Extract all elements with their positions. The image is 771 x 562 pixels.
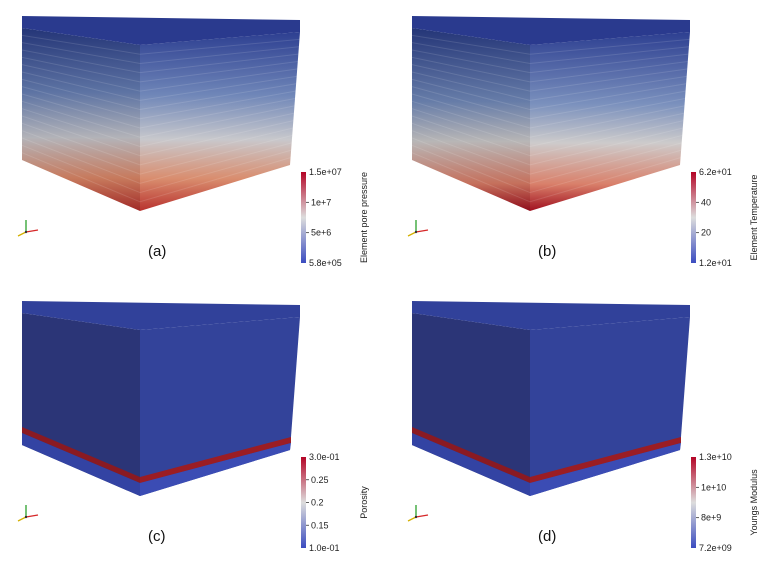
panel-label: (d) — [538, 528, 556, 545]
cube-top-face — [412, 16, 690, 45]
layer-line — [411, 122, 683, 166]
layer-line — [21, 42, 299, 64]
colorbar-title: Porosity — [359, 486, 369, 519]
layer-line — [21, 64, 298, 92]
cube-top-face — [412, 301, 690, 330]
layer-line — [21, 86, 296, 120]
colorbar-tick-label: 0.15 — [311, 520, 329, 530]
colorbar-tick-label: 1e+10 — [701, 482, 726, 492]
panels-group: (a) 1.5e+07 5.8e+05 1e+7 5e+6 Element pore pr… — [17, 16, 759, 553]
layer-band-left — [22, 427, 140, 483]
layer-line — [411, 152, 681, 203]
colorbar-min-label: 5.8e+05 — [309, 258, 342, 268]
colorbar-title: Element Temperature — [749, 175, 759, 261]
layer-line — [411, 108, 684, 147]
layer-band-front — [140, 437, 291, 483]
panel-b: (b) 6.2e+01 1.2e+01 40 20 Element Temperature — [407, 16, 759, 268]
colorbar-min-label: 1.0e-01 — [309, 543, 340, 553]
layer-line — [21, 71, 297, 101]
cube-top-face — [22, 301, 300, 330]
layer-line — [21, 49, 299, 74]
layer-line — [411, 144, 682, 194]
colorbar-max-label: 3.0e-01 — [309, 452, 340, 462]
colorbar — [301, 457, 306, 548]
layer-line — [411, 78, 687, 111]
colorbar-tick-label: 0.2 — [311, 498, 324, 508]
layer-line — [411, 93, 686, 129]
colorbar — [691, 457, 696, 548]
axes-triad-icon — [17, 220, 39, 237]
panel-label: (a) — [148, 243, 166, 260]
colorbar-tick-label: 0.25 — [311, 475, 329, 485]
layer-line — [21, 152, 291, 203]
cube-top-face — [22, 16, 300, 45]
layer-line — [411, 64, 688, 92]
panel-a: (a) 1.5e+07 5.8e+05 1e+7 5e+6 Element pore pr… — [17, 16, 369, 268]
layer-line — [411, 42, 689, 64]
colorbar-title: Youngs Modulus — [749, 469, 759, 536]
axes-triad-icon — [407, 505, 429, 522]
axes-triad-icon — [17, 505, 39, 522]
layer-line — [21, 108, 294, 147]
layer-line — [21, 130, 293, 175]
layer-line — [21, 144, 292, 194]
layer-line — [411, 130, 683, 175]
colorbar-tick-label: 20 — [701, 228, 711, 238]
layer-line — [21, 115, 294, 157]
layer-line — [411, 100, 685, 138]
base-layer-front — [530, 443, 681, 496]
colorbar-title: Element pore pressure — [359, 172, 369, 263]
layer-line — [411, 115, 684, 157]
panel-d: (d) 1.3e+10 7.2e+09 1e+10 8e+9 Youngs Modulus — [407, 301, 759, 553]
base-layer-left — [412, 433, 530, 496]
colorbar-tick-label: 8e+9 — [701, 513, 721, 523]
cube-front-face — [530, 32, 690, 211]
layer-line — [411, 34, 690, 55]
layer-line — [411, 56, 688, 83]
colorbar-tick-label: 1e+7 — [311, 197, 331, 207]
layer-line — [21, 78, 297, 111]
panel-label: (c) — [148, 528, 166, 545]
colorbar-min-label: 1.2e+01 — [699, 258, 732, 268]
layer-line — [411, 86, 686, 120]
layer-line — [21, 34, 300, 55]
colorbar-tick-label: 40 — [701, 197, 711, 207]
colorbar-max-label: 1.5e+07 — [309, 167, 342, 177]
layer-line — [21, 93, 296, 129]
colorbar — [691, 172, 696, 263]
axes-triad-icon — [407, 220, 429, 237]
layer-line — [21, 122, 293, 166]
layer-line — [21, 56, 298, 83]
layer-band-left — [412, 427, 530, 483]
panel-label: (b) — [538, 243, 556, 260]
colorbar — [301, 172, 306, 263]
cube-front-face — [140, 32, 300, 211]
layer-line — [411, 137, 682, 184]
base-layer-left — [22, 433, 140, 496]
colorbar-max-label: 1.3e+10 — [699, 452, 732, 462]
colorbar-tick-label: 5e+6 — [311, 228, 331, 238]
layer-line — [411, 49, 689, 74]
base-layer-front — [140, 443, 291, 496]
panel-c: (c) 3.0e-01 1.0e-01 0.25 0.2 0.15 Porosity — [17, 301, 369, 553]
colorbar-min-label: 7.2e+09 — [699, 543, 732, 553]
cube-left-face — [412, 28, 530, 211]
layer-line — [21, 137, 292, 184]
layer-line — [21, 100, 295, 138]
layer-band-front — [530, 437, 681, 483]
layer-line — [411, 71, 687, 101]
colorbar-max-label: 6.2e+01 — [699, 167, 732, 177]
cube-left-face — [22, 28, 140, 211]
